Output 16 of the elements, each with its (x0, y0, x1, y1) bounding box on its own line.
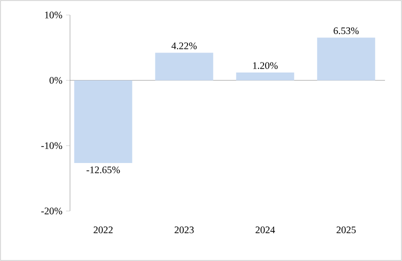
y-tick-label: 0% (50, 76, 62, 84)
x-tick-label: 2024 (256, 226, 275, 234)
data-label: 4.22% (172, 42, 197, 50)
y-tick-label: -20% (41, 208, 62, 214)
x-tick-label: 2023 (174, 226, 194, 234)
data-label: 1.20% (253, 62, 278, 69)
y-tick-label: 10% (45, 12, 62, 18)
data-label: 6.53% (334, 27, 359, 34)
bar (74, 80, 132, 163)
y-tick-label: -10% (41, 142, 62, 150)
bar (317, 38, 376, 80)
bar (155, 52, 214, 80)
bar (236, 72, 294, 80)
data-label: -12.65% (86, 166, 120, 174)
x-tick-label: 2022 (94, 226, 113, 234)
x-tick-label: 2025 (336, 226, 356, 234)
